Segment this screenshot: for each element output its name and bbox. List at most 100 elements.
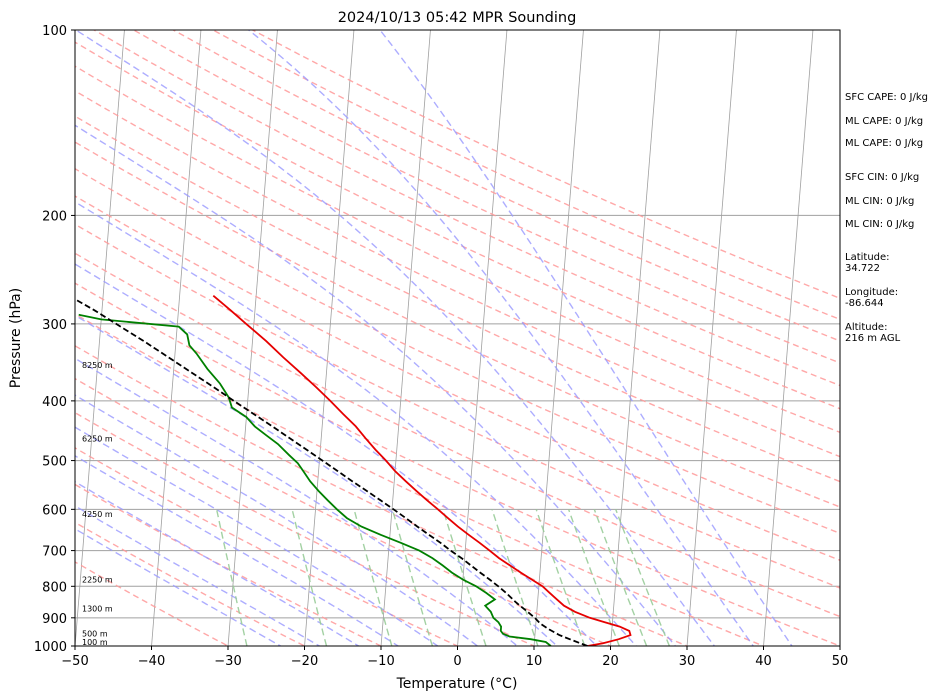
y-axis-label: Pressure (hPa) — [8, 288, 24, 388]
moist-adiabat-line — [379, 30, 793, 646]
y-tick-label: 1000 — [34, 640, 67, 655]
moist-adiabat-line — [75, 454, 400, 646]
isotherm-line — [151, 30, 202, 646]
altitude-marker-label: 100 m — [82, 638, 108, 647]
ml-cape-text-2: ML CAPE: 0 J/kg — [845, 138, 924, 149]
ml-cape-text: ML CAPE: 0 J/kg — [845, 116, 924, 127]
mixing-ratio-line — [291, 509, 328, 646]
x-tick-label: −50 — [61, 654, 88, 669]
dry-adiabat-line — [75, 41, 840, 410]
altitude-marker-label: 6250 m — [82, 434, 113, 443]
longitude-label: Longitude: — [845, 287, 899, 298]
isotherm-line — [686, 30, 737, 646]
isotherm-line — [304, 30, 355, 646]
altitude-value: 216 m AGL — [845, 333, 901, 344]
longitude-value: -86.644 — [845, 298, 884, 309]
altitude-label: Altitude: — [845, 322, 888, 333]
sfc-cape-text: SFC CAPE: 0 J/kg — [845, 92, 928, 103]
x-tick-label: −40 — [138, 654, 165, 669]
x-tick-label: 40 — [755, 654, 772, 669]
x-tick-label: 30 — [679, 654, 696, 669]
dry-adiabat-line — [171, 30, 840, 342]
moist-adiabat-line — [75, 357, 519, 646]
chart-title: 2024/10/13 05:42 MPR Sounding — [338, 10, 577, 26]
parcel-profile-line — [75, 298, 588, 646]
dry-adiabat-line — [75, 167, 840, 535]
dry-adiabat-line — [75, 447, 460, 646]
altitude-marker-label: 2250 m — [82, 576, 113, 585]
ml-cin-text: ML CIN: 0 J/kg — [845, 196, 915, 207]
moist-adiabat-line — [75, 124, 677, 646]
altitude-marker-label: 8250 m — [82, 361, 113, 370]
dry-adiabat-line — [132, 30, 840, 364]
y-tick-label: 300 — [42, 318, 67, 333]
x-tick-label: 50 — [832, 654, 849, 669]
x-tick-label: −10 — [367, 654, 394, 669]
y-tick-label: 800 — [42, 580, 67, 595]
y-tick-label: 200 — [42, 209, 67, 224]
moist-adiabat-line — [248, 30, 755, 646]
x-tick-label: 20 — [602, 654, 619, 669]
x-tick-label: −30 — [214, 654, 241, 669]
mixing-ratio-line — [215, 509, 248, 646]
dry-adiabat-line — [75, 377, 613, 646]
dry-adiabat-line — [75, 344, 689, 646]
dry-adiabat-line — [75, 65, 840, 434]
dry-adiabat-line — [92, 30, 840, 387]
moist-adiabat-line — [75, 30, 716, 646]
dry-adiabat-line — [75, 313, 766, 646]
sfc-cin-text: SFC CIN: 0 J/kg — [845, 172, 920, 183]
mixing-ratio-line — [491, 509, 539, 646]
dry-adiabat-line — [75, 195, 840, 561]
y-tick-label: 900 — [42, 612, 67, 627]
y-tick-label: 700 — [42, 545, 67, 560]
moist-adiabat-line — [75, 480, 360, 646]
moist-adiabat-line — [75, 201, 638, 646]
mixing-ratio-line — [615, 509, 671, 646]
x-axis-label: Temperature (°C) — [396, 676, 518, 692]
dry-adiabat-line — [211, 30, 840, 321]
temperature-profile-line — [212, 295, 632, 646]
dewpoint-profile-line — [78, 313, 552, 646]
x-tick-label: −20 — [291, 654, 318, 669]
y-tick-label: 500 — [42, 455, 67, 470]
dry-adiabat-line — [75, 411, 536, 646]
altitude-marker-label: 500 m — [82, 630, 108, 639]
mixing-ratio-line — [442, 509, 487, 646]
x-tick-label: 0 — [453, 654, 461, 669]
moist-adiabat-line — [75, 426, 439, 646]
moist-adiabat-line — [75, 505, 321, 646]
altitude-marker-label: 4250 m — [82, 510, 113, 519]
isotherm-line — [763, 30, 814, 646]
moist-adiabat-line — [75, 314, 559, 646]
moist-adiabat-line — [75, 394, 479, 646]
dry-adiabat-line — [75, 561, 230, 646]
y-tick-label: 100 — [42, 24, 67, 39]
ml-cin-text-2: ML CIN: 0 J/kg — [845, 219, 915, 230]
isotherm-line — [457, 30, 508, 646]
dry-adiabat-line — [251, 30, 840, 300]
latitude-value: 34.722 — [845, 263, 880, 274]
altitude-marker-label: 1300 m — [82, 605, 113, 614]
mixing-ratio-line — [391, 509, 434, 646]
plot-frame — [74, 29, 841, 647]
moist-adiabat-line — [75, 263, 598, 646]
dry-adiabat-line — [75, 252, 840, 618]
dry-adiabat-line — [75, 483, 383, 646]
mixing-ratio-line — [353, 509, 393, 646]
mixing-ratio-line — [535, 509, 586, 646]
y-tick-label: 400 — [42, 395, 67, 410]
latitude-label: Latitude: — [845, 252, 890, 263]
dry-adiabat-line — [75, 282, 840, 646]
mixing-ratio-line — [567, 509, 620, 646]
moist-adiabat-line — [75, 528, 283, 646]
mixing-ratio-line — [593, 509, 648, 646]
y-tick-label: 600 — [42, 503, 67, 518]
dry-adiabat-line — [75, 115, 840, 483]
isotherm-line — [610, 30, 661, 646]
dry-adiabat-line — [75, 223, 840, 589]
isotherm-line — [533, 30, 584, 646]
x-tick-label: 10 — [526, 654, 543, 669]
